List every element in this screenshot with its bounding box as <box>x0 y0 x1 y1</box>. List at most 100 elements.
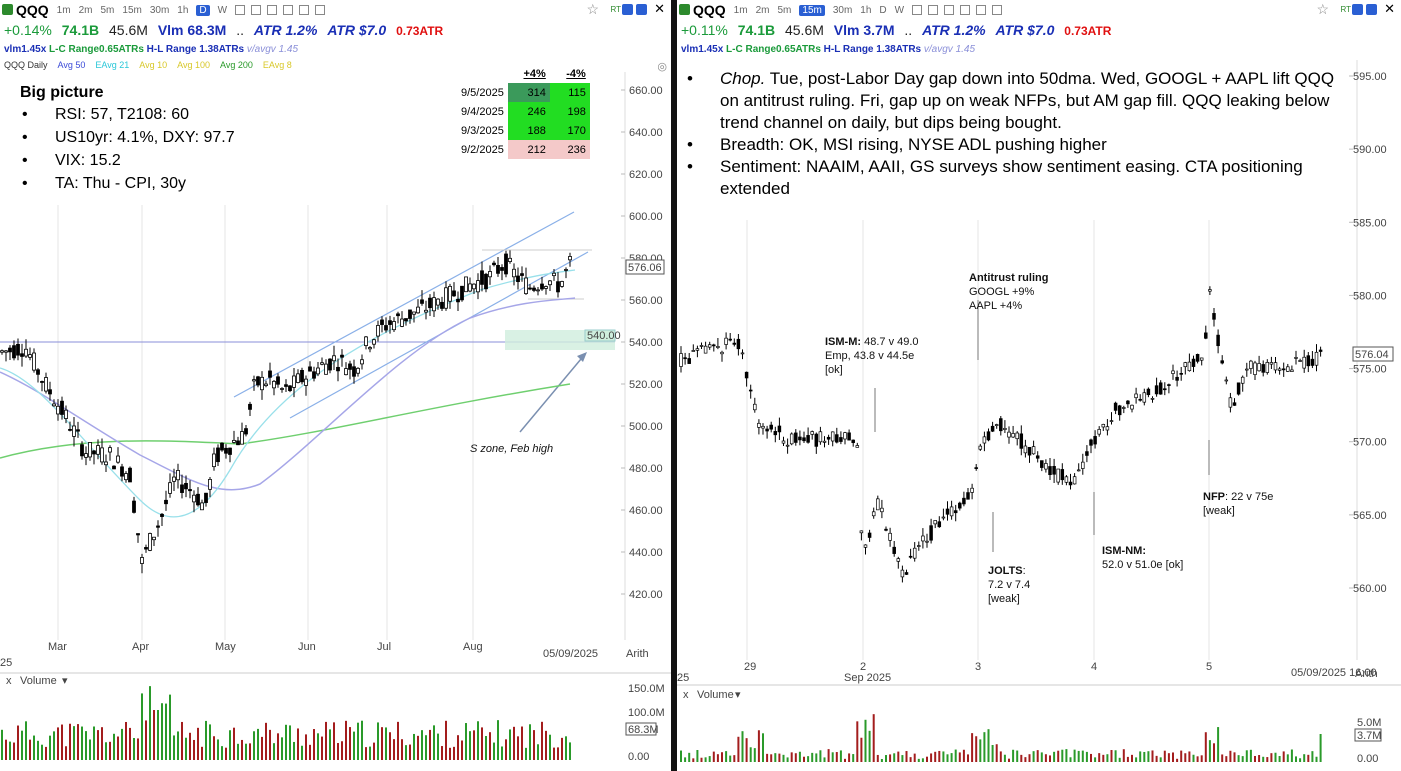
pane-divider[interactable] <box>671 0 677 771</box>
palette-icon[interactable]: ◎ <box>657 61 667 73</box>
legend-item-5[interactable]: Avg 200 <box>219 60 253 70</box>
tf-weekly[interactable]: W <box>894 4 905 16</box>
volume-bar <box>125 721 127 760</box>
link-icon[interactable] <box>976 5 987 15</box>
candle-body <box>1019 433 1024 449</box>
tf-30m[interactable]: 30m <box>149 4 170 16</box>
volume-bar <box>69 723 71 760</box>
x-start-label: 25 <box>0 657 12 669</box>
tf-1h[interactable]: 1h <box>860 4 872 16</box>
indicator-legend[interactable]: QQQ Daily Avg 50 EAvg 21 Avg 10 Avg 100 Avg 2… <box>4 60 302 70</box>
window-icon[interactable] <box>1366 4 1377 15</box>
x-tick-label: Jul <box>377 641 391 653</box>
share-icon[interactable] <box>315 5 326 15</box>
candle-body <box>548 280 552 286</box>
candle-body <box>1089 439 1093 446</box>
draw-pen-icon[interactable] <box>267 5 278 15</box>
share-icon[interactable] <box>992 5 1003 15</box>
volume-bar <box>393 739 395 760</box>
candle-body <box>384 325 388 331</box>
volume-bar <box>1274 752 1277 762</box>
close-icon[interactable]: ✕ <box>654 1 665 16</box>
close-icon[interactable]: ✕ <box>1384 1 1395 16</box>
tf-15m[interactable]: 15m <box>799 4 825 16</box>
tf-daily[interactable]: D <box>879 4 887 16</box>
tf-weekly[interactable]: W <box>217 4 228 16</box>
tf-2m[interactable]: 2m <box>755 4 770 16</box>
intraday-price-chart[interactable]: 595.00 590.00 585.00 580.00 575.00 570.00 565.… <box>677 0 1401 771</box>
candle-body <box>284 384 288 387</box>
row-up-count: 246 <box>507 102 550 121</box>
candle-body <box>1158 382 1163 395</box>
volume-bar <box>389 732 391 760</box>
symbol-label[interactable]: QQQ <box>16 2 49 18</box>
y-tick-label: 660.00 <box>629 85 663 97</box>
intraday-chart-pane[interactable]: QQQ 1m 2m 5m 15m 30m 1h D W ☆ RT ✕ +0.11… <box>677 0 1401 771</box>
brush-icon[interactable] <box>960 5 971 15</box>
tf-1m[interactable]: 1m <box>56 4 71 16</box>
favorite-star-icon[interactable]: ☆ <box>586 1 599 17</box>
volume-bar <box>253 731 255 760</box>
daily-chart-pane[interactable]: QQQ 1m 2m 5m 15m 30m 1h D W ☆ RT ✕ +0.14… <box>0 0 671 771</box>
legend-item-2[interactable]: EAvg 21 <box>95 60 130 70</box>
candle-body <box>1031 446 1036 455</box>
tf-1h[interactable]: 1h <box>177 4 189 16</box>
volume-bar <box>729 755 732 762</box>
tf-15m[interactable]: 15m <box>122 4 142 16</box>
candle-body <box>1076 469 1081 472</box>
volume-bar <box>93 726 95 760</box>
indicator-icon[interactable] <box>928 5 939 15</box>
legend-item-3[interactable]: Avg 10 <box>139 60 168 70</box>
volume-bar <box>233 727 235 760</box>
candle-body <box>1257 363 1261 372</box>
candle-body <box>802 437 806 442</box>
settings-icon[interactable] <box>1352 4 1363 15</box>
tf-1m[interactable]: 1m <box>733 4 748 16</box>
candle-body <box>72 425 76 437</box>
candle-body <box>52 403 56 407</box>
volume-bar <box>905 751 908 762</box>
volume-bar <box>33 735 35 760</box>
tf-5m[interactable]: 5m <box>100 4 115 16</box>
chart-type-icon[interactable] <box>912 5 923 15</box>
volume-label: Volume <box>20 675 57 687</box>
brush-icon[interactable] <box>283 5 294 15</box>
volume-tick-label: 0.00 <box>628 751 649 763</box>
candle-body <box>144 547 148 550</box>
indicator-icon[interactable] <box>251 5 262 15</box>
legend-item-4[interactable]: Avg 100 <box>177 60 210 70</box>
tf-2m[interactable]: 2m <box>78 4 93 16</box>
candle-body <box>1236 382 1241 395</box>
settings-icon[interactable] <box>622 4 633 15</box>
candle-body <box>1183 362 1188 368</box>
candle-body <box>512 268 516 278</box>
chart-type-icon[interactable] <box>235 5 246 15</box>
daily-price-chart[interactable]: 660.00640.00620.00600.00580.00560.00540.… <box>0 0 671 771</box>
tf-30m[interactable]: 30m <box>832 4 853 16</box>
volume-bar <box>1036 750 1039 762</box>
symbol-label[interactable]: QQQ <box>693 2 726 18</box>
candle-body <box>444 287 448 309</box>
candle-body <box>1208 289 1212 292</box>
v-avgv: v/avgv 1.45 <box>246 44 299 55</box>
y-tick-label: 640.00 <box>629 127 663 139</box>
volume-bar <box>25 721 27 760</box>
tf-5m[interactable]: 5m <box>777 4 792 16</box>
window-icon[interactable] <box>636 4 647 15</box>
y-tick-label: 520.00 <box>629 379 663 391</box>
candle-body <box>64 409 68 419</box>
legend-item-1[interactable]: Avg 50 <box>57 60 86 70</box>
s-zone-annotation: S zone, Feb high <box>470 443 554 455</box>
legend-item-0[interactable]: QQQ Daily <box>4 60 48 70</box>
antitrust-title: Antitrust ruling <box>969 272 1049 284</box>
volume-bar <box>1249 749 1252 762</box>
volume-bar <box>766 753 769 762</box>
tf-daily[interactable]: D <box>196 4 210 16</box>
draw-pen-icon[interactable] <box>944 5 955 15</box>
link-icon[interactable] <box>299 5 310 15</box>
favorite-star-icon[interactable]: ☆ <box>1316 1 1329 17</box>
candle-body <box>773 431 778 436</box>
volume-tag-label: 3.7M <box>1357 730 1381 742</box>
legend-item-6[interactable]: EAvg 8 <box>262 60 292 70</box>
volume-bar <box>213 736 215 760</box>
